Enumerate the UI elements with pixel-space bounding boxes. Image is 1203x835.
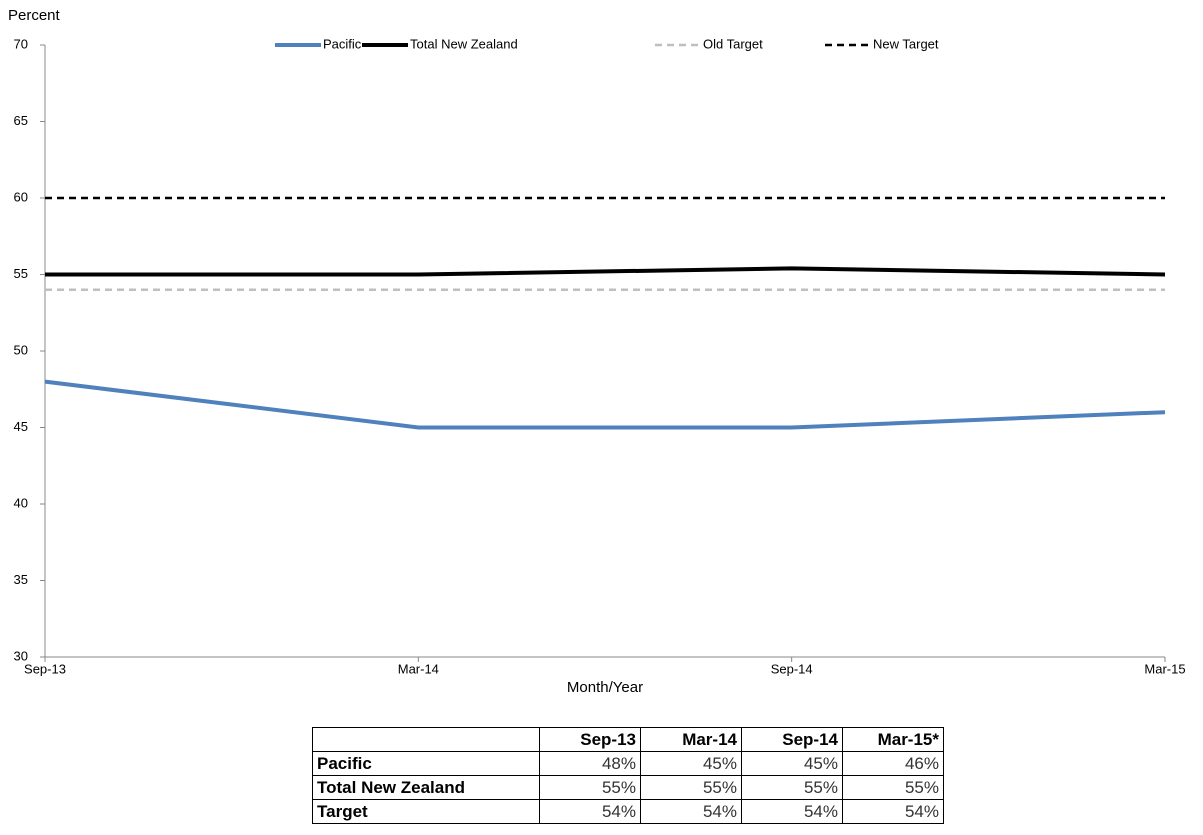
data-table: Sep-13 Mar-14 Sep-14 Mar-15* Pacific 48% 4… [312, 727, 944, 824]
header-cell: Sep-14 [741, 727, 843, 752]
table-cell: 55% [539, 775, 641, 800]
legend-label: Old Target [703, 36, 763, 51]
row-label: Total New Zealand [312, 775, 540, 800]
series-line [45, 266, 1166, 277]
y-tick-label: 70 [14, 36, 28, 51]
y-tick-label: 50 [14, 342, 28, 357]
x-tick-label: Mar-14 [398, 661, 439, 676]
y-tick-label: 60 [14, 189, 28, 204]
table-cell: 54% [842, 799, 944, 824]
table-cell: 55% [842, 775, 944, 800]
x-tick-label: Mar-15 [1144, 661, 1185, 676]
chart: Percent Month/Year 30 35 40 45 50 55 60 65 70 Sep… [8, 7, 1186, 696]
table-cell: 54% [640, 799, 742, 824]
legend-label: Pacific [323, 36, 362, 51]
table-cell: 54% [539, 799, 641, 824]
table-cell: 54% [741, 799, 843, 824]
header-cell: Mar-15* [842, 727, 944, 752]
table-row: Pacific 48% 45% 45% 46% [312, 751, 944, 776]
table-row: Target 54% 54% 54% 54% [312, 799, 944, 824]
table-cell: 55% [640, 775, 742, 800]
legend-label: Total New Zealand [410, 36, 518, 51]
y-tick-label: 55 [14, 266, 28, 281]
table-header: Sep-13 Mar-14 Sep-14 Mar-15* [312, 727, 944, 752]
y-tick-label: 40 [14, 495, 28, 510]
y-tick-label: 45 [14, 419, 28, 434]
header-cell: Mar-14 [640, 727, 742, 752]
table-cell: 46% [842, 751, 944, 776]
table-cell: 48% [539, 751, 641, 776]
row-label: Target [312, 799, 540, 824]
y-tick-label: 35 [14, 572, 28, 587]
header-cell: Sep-13 [539, 727, 641, 752]
table-cell: 45% [640, 751, 742, 776]
y-tick-label: 30 [14, 648, 28, 663]
legend-label: New Target [873, 36, 939, 51]
y-axis-label: Percent [8, 7, 61, 24]
x-tick-label: Sep-14 [771, 661, 813, 676]
table-row: Total New Zealand 55% 55% 55% 55% [312, 775, 944, 800]
table-cell: 55% [741, 775, 843, 800]
series-line [44, 379, 1166, 430]
y-tick-label: 65 [14, 113, 28, 128]
x-tick-label: Sep-13 [24, 661, 66, 676]
x-axis-label: Month/Year [567, 679, 643, 696]
table-cell: 45% [741, 751, 843, 776]
header-corner [312, 727, 540, 752]
row-label: Pacific [312, 751, 540, 776]
